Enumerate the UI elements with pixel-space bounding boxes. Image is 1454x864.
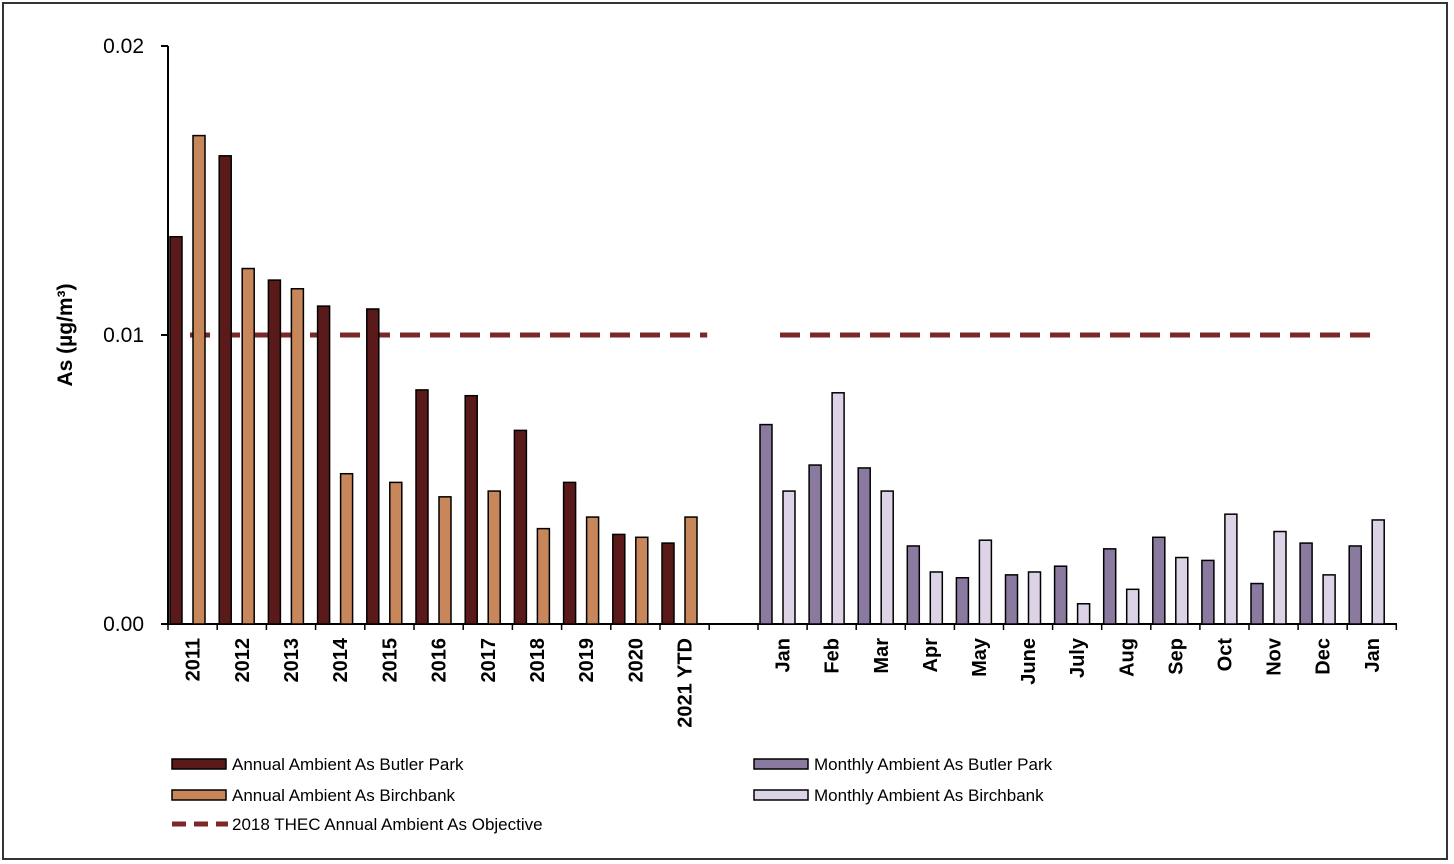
monthly-bar-butler-park [1102, 548, 1117, 625]
annual-bar-birchbank [684, 516, 698, 625]
monthly-bar-birchbank [1027, 571, 1042, 625]
monthly-bar-butler-park [1250, 582, 1264, 625]
monthly-category-label: June [1018, 638, 1040, 685]
monthly-category-label: May [969, 637, 991, 677]
annual-category-label: 2016 [429, 638, 451, 683]
monthly-bar-birchbank [1273, 530, 1287, 625]
monthly-bar-birchbank [978, 539, 993, 625]
monthly-bar-birchbank [831, 392, 845, 625]
legend-objective-label: 2018 THEC Annual Ambient As Objective [232, 815, 543, 834]
annual-bar-birchbank [635, 536, 649, 625]
y-tick-label: 0.01 [103, 324, 144, 347]
monthly-bar-birchbank [1224, 513, 1238, 625]
chart-svg: As (µg/m³) 0.00 0.01 0.02 2011 2012 2013 2014 20… [54, 35, 1398, 834]
monthly-bar-butler-park [759, 423, 773, 625]
annual-category-label: 2011 [183, 638, 205, 681]
monthly-bar-birchbank [1175, 556, 1189, 625]
annual-category-label: 2018 [527, 638, 549, 683]
annual-bar-butler-park [562, 481, 577, 625]
annual-category-label: 2019 [576, 638, 598, 683]
monthly-category-label: July [1067, 637, 1089, 678]
monthly-category-label: Mar [871, 638, 893, 674]
annual-category-label: 2020 [625, 638, 647, 683]
legend-monthly-butler-park-swatch [753, 758, 809, 770]
annual-bar-birchbank [585, 516, 600, 625]
annual-bar-butler-park [464, 394, 478, 625]
annual-bar-butler-park [415, 389, 429, 625]
legend-annual-butler-park-label: Annual Ambient As Butler Park [232, 755, 464, 774]
monthly-bar-birchbank [929, 571, 944, 625]
annual-bar-birchbank [339, 472, 354, 625]
annual-category-label: 2015 [379, 638, 401, 683]
monthly-category-label: Jan [1362, 638, 1384, 672]
monthly-bar-birchbank [1322, 574, 1336, 625]
monthly-bar-birchbank [1371, 519, 1385, 625]
annual-bar-birchbank [241, 267, 255, 625]
legend-monthly-birchbank-label: Monthly Ambient As Birchbank [814, 786, 1044, 805]
monthly-bar-butler-park [906, 545, 921, 625]
y-axis-title: As (µg/m³) [54, 283, 77, 386]
monthly-bar-butler-park [1152, 536, 1166, 625]
legend-annual-butler-park-swatch [171, 758, 227, 770]
annual-category-label: 2014 [330, 637, 352, 682]
annual-bar-birchbank [536, 527, 551, 625]
annual-category-label: 2012 [232, 638, 254, 683]
annual-bar-birchbank [487, 490, 501, 625]
annual-bar-butler-park [366, 308, 380, 625]
annual-category-label: 2021 YTD [675, 638, 697, 728]
y-tick-label: 0.02 [103, 35, 144, 58]
y-tick-label: 0.00 [103, 613, 144, 636]
annual-bar-butler-park [316, 305, 331, 625]
monthly-bar-butler-park [1004, 574, 1019, 625]
monthly-category-label: Oct [1214, 638, 1236, 672]
monthly-bar-butler-park [808, 464, 822, 625]
annual-category-label: 2017 [478, 638, 500, 683]
annual-bar-butler-park [661, 542, 675, 625]
annual-bar-birchbank [389, 481, 403, 625]
monthly-category-label: Sep [1165, 638, 1187, 675]
monthly-category-label: Jan [773, 638, 795, 672]
monthly-bar-birchbank [1076, 603, 1091, 625]
annual-bar-butler-park [612, 533, 626, 625]
monthly-bar-butler-park [1299, 542, 1313, 625]
legend: Annual Ambient As Butler Park Annual Ambi… [171, 755, 1053, 834]
monthly-category-label: Aug [1116, 638, 1138, 677]
legend-annual-birchbank-swatch [171, 789, 227, 801]
monthly-category-label: Feb [822, 638, 844, 674]
annual-bar-butler-park [169, 235, 183, 625]
annual-bar-birchbank [438, 496, 452, 625]
monthly-bar-butler-park [1053, 565, 1068, 625]
plot-area: As (µg/m³) 0.00 0.01 0.02 2011 2012 2013 2014 20… [54, 35, 1398, 728]
monthly-bar-butler-park [955, 577, 970, 625]
monthly-bar-butler-park [1201, 559, 1215, 625]
annual-bar-butler-park [513, 429, 528, 625]
annual-bar-butler-park [218, 155, 232, 625]
annual-category-label: 2013 [281, 638, 303, 683]
legend-monthly-butler-park-label: Monthly Ambient As Butler Park [814, 755, 1053, 774]
monthly-bar-birchbank [880, 490, 894, 625]
monthly-bar-birchbank [1125, 588, 1140, 625]
annual-bar-butler-park [267, 279, 282, 625]
monthly-category-label: Nov [1264, 637, 1286, 676]
monthly-bar-butler-park [1348, 545, 1362, 625]
monthly-bar-butler-park [857, 467, 871, 625]
monthly-category-label: Apr [920, 638, 942, 673]
monthly-bar-birchbank [782, 490, 796, 625]
legend-monthly-birchbank-swatch [753, 789, 809, 801]
annual-bar-birchbank [290, 288, 305, 625]
annual-bar-birchbank [192, 134, 206, 625]
legend-annual-birchbank-label: Annual Ambient As Birchbank [232, 786, 456, 805]
monthly-category-label: Dec [1313, 638, 1335, 675]
